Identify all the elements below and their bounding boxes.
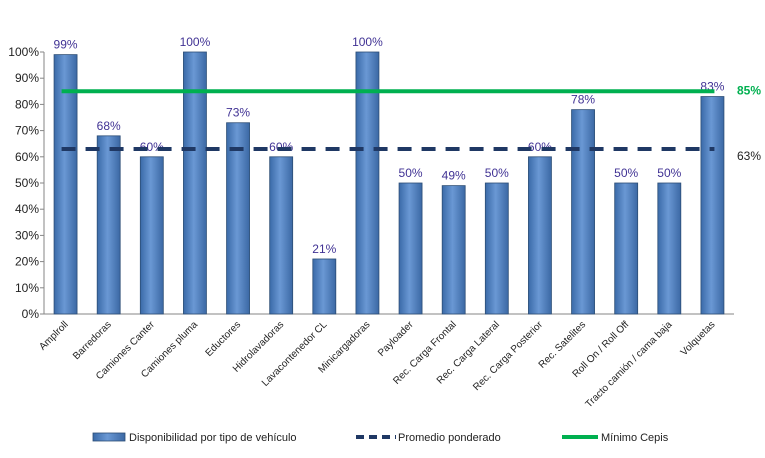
- bar-data-label: 49%: [442, 169, 466, 183]
- bar: [355, 51, 380, 315]
- y-tick-label: 20%: [15, 255, 39, 269]
- minimo-cepis-value-label: 85%: [737, 83, 761, 97]
- x-category-label: Barredoras: [71, 319, 114, 362]
- x-category-label: Volquetas: [679, 319, 718, 358]
- bar-data-label: 73%: [226, 106, 250, 120]
- bar: [183, 51, 207, 315]
- bars: [53, 51, 725, 315]
- bar-data-label: 60%: [140, 140, 164, 154]
- bar-data-label: 21%: [312, 242, 336, 256]
- bar-data-label: 60%: [528, 140, 552, 154]
- legend-label-disponibilidad: Disponibilidad por tipo de vehículo: [129, 432, 297, 444]
- promedio-ponderado-value-label: 63%: [737, 149, 761, 163]
- y-tick-label: 0%: [22, 307, 40, 321]
- x-category-label: Amplroll: [37, 319, 70, 352]
- x-category-label: Tracto camión / cama baja: [584, 319, 675, 410]
- legend: Disponibilidad por tipo de vehículo Prom…: [92, 432, 669, 444]
- y-tick-label: 80%: [15, 97, 39, 111]
- y-tick-label: 100%: [8, 45, 39, 59]
- bar-data-labels: 99% 68% 60% 100% 73% 60% 21% 100% 50% 49% 50% 60% 78…: [54, 35, 725, 256]
- bar-data-label: 50%: [399, 166, 423, 180]
- y-axis-tick-labels: 0% 10% 20% 30% 40% 50% 60% 70% 80% 90% 100%: [8, 45, 44, 321]
- y-tick-label: 60%: [15, 150, 39, 164]
- bar: [700, 96, 725, 315]
- x-category-label: Eductores: [204, 319, 244, 359]
- y-tick-label: 70%: [15, 124, 39, 138]
- bar-data-label: 60%: [269, 140, 293, 154]
- x-category-label: Payloader: [376, 319, 416, 359]
- y-tick-label: 10%: [15, 281, 39, 295]
- y-tick-label: 90%: [15, 71, 39, 85]
- bar: [139, 156, 164, 315]
- legend-label-promedio: Promedio ponderado: [398, 432, 501, 444]
- bar-data-label: 100%: [180, 35, 211, 49]
- bar-data-label: 50%: [657, 166, 681, 180]
- bar: [571, 109, 595, 315]
- bar: [96, 135, 121, 315]
- bar: [441, 185, 466, 315]
- bar: [657, 182, 682, 315]
- legend-swatch-disponibilidad: [92, 432, 126, 442]
- bar-data-label: 50%: [614, 166, 638, 180]
- bar: [312, 258, 337, 315]
- legend-label-minimo: Mínimo Cepis: [601, 432, 669, 444]
- bar: [528, 156, 552, 315]
- bar-data-label: 100%: [352, 35, 383, 49]
- bar: [53, 54, 78, 315]
- y-tick-label: 50%: [15, 176, 39, 190]
- bar-data-label: 99%: [54, 38, 78, 52]
- y-tick-label: 40%: [15, 202, 39, 216]
- bar: [398, 182, 423, 315]
- bar-data-label: 50%: [485, 166, 509, 180]
- y-tick-label: 30%: [15, 228, 39, 242]
- bar: [484, 182, 509, 315]
- bar: [614, 182, 639, 315]
- bar: [226, 122, 250, 315]
- bar-data-label: 68%: [97, 119, 121, 133]
- bar-data-label: 78%: [571, 93, 595, 107]
- bar: [269, 156, 294, 315]
